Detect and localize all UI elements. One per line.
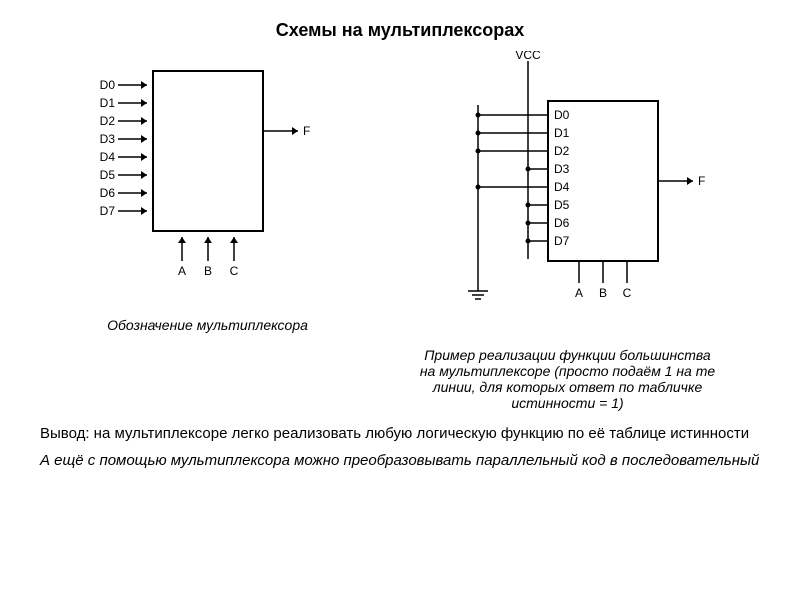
svg-text:D1: D1 xyxy=(99,96,115,110)
svg-text:C: C xyxy=(622,286,631,300)
svg-text:D7: D7 xyxy=(554,234,570,248)
svg-text:A: A xyxy=(177,264,185,278)
svg-text:D0: D0 xyxy=(99,78,115,92)
svg-text:D7: D7 xyxy=(99,204,115,218)
page-title: Схемы на мультиплексорах xyxy=(40,20,760,41)
left-diagram-block: D0 D1 D2 D3 D4 D5 D6 D7 F A B C Обозначение мультип… xyxy=(83,51,333,333)
svg-text:D0: D0 xyxy=(554,108,570,122)
svg-text:D2: D2 xyxy=(99,114,115,128)
svg-text:D6: D6 xyxy=(99,186,115,200)
svg-text:D3: D3 xyxy=(99,132,115,146)
svg-text:B: B xyxy=(598,286,606,300)
diagram-row: D0 D1 D2 D3 D4 D5 D6 D7 F A B C Обозначение мультип… xyxy=(40,51,760,411)
left-caption: Обозначение мультиплексора xyxy=(83,317,333,333)
svg-text:D2: D2 xyxy=(554,144,570,158)
svg-text:F: F xyxy=(698,174,705,188)
svg-text:D5: D5 xyxy=(554,198,570,212)
svg-text:D3: D3 xyxy=(554,162,570,176)
svg-text:D6: D6 xyxy=(554,216,570,230)
conclusion-text: Вывод: на мультиплексоре легко реализова… xyxy=(40,425,760,442)
svg-text:D4: D4 xyxy=(554,180,570,194)
mux-symbol-diagram: D0 D1 D2 D3 D4 D5 D6 D7 F A B C xyxy=(83,51,333,311)
svg-text:F: F xyxy=(303,124,310,138)
svg-text:D5: D5 xyxy=(99,168,115,182)
svg-text:VCC: VCC xyxy=(515,51,541,62)
right-caption: Пример реализации функции большинства на… xyxy=(418,347,718,411)
svg-text:D4: D4 xyxy=(99,150,115,164)
svg-text:A: A xyxy=(574,286,582,300)
svg-text:C: C xyxy=(229,264,238,278)
extra-note: А ещё с помощью мультиплексора можно пре… xyxy=(40,452,760,469)
svg-text:D1: D1 xyxy=(554,126,570,140)
right-diagram-block: VCC D0 D1 D2 D3 D4 D5 D6 D7 F A B C Пример реализаци… xyxy=(418,51,718,411)
mux-example-diagram: VCC D0 D1 D2 D3 D4 D5 D6 D7 F A B C xyxy=(418,51,718,341)
svg-text:B: B xyxy=(203,264,211,278)
